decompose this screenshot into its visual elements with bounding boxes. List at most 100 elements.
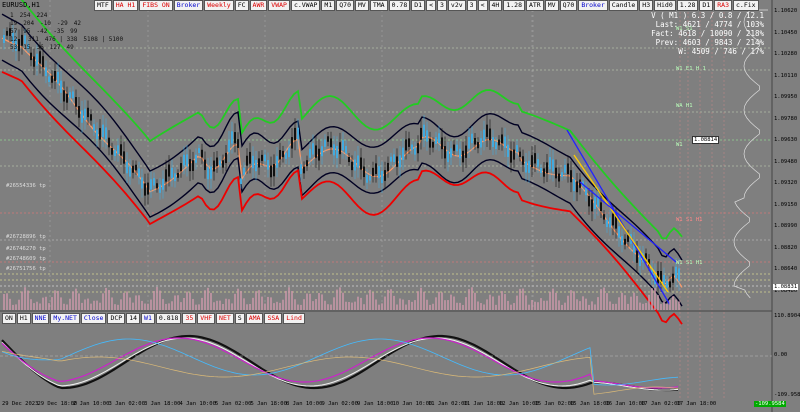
candle-body: [456, 144, 458, 152]
candle-body: [432, 141, 434, 148]
toolbar-button[interactable]: Candle: [608, 0, 639, 11]
time-tick: 16 Jan 10:00: [605, 401, 646, 407]
indicator-setting-button[interactable]: My.NET: [50, 313, 80, 324]
toolbar-button[interactable]: MV: [355, 0, 369, 11]
indicator-setting-button[interactable]: S: [234, 313, 245, 324]
toolbar-button[interactable]: Q70: [559, 0, 578, 11]
indicator-setting-button[interactable]: DCP: [107, 313, 126, 324]
candle-body: [381, 170, 383, 184]
price-tick: 1.09780: [774, 115, 798, 122]
stats-panel: 1 254 224 19 204 -10 -29 42 57 95 -42 -35 99 12 | 311…: [10, 12, 123, 52]
toolbar-button[interactable]: D1: [411, 0, 426, 11]
candle-body: [369, 175, 371, 181]
candle-body: [252, 155, 254, 169]
toolbar-button[interactable]: Weekly: [204, 0, 234, 11]
candle-body: [486, 124, 488, 137]
toolbar-button[interactable]: Hid0: [654, 0, 676, 11]
trend-line: [579, 181, 677, 263]
candle-body: [462, 150, 464, 163]
toolbar-button[interactable]: 3: [466, 0, 477, 11]
toolbar-button[interactable]: Broker: [173, 0, 204, 11]
stats-value: 15: [23, 44, 31, 51]
candle-body: [114, 150, 116, 157]
candle-body: [318, 148, 320, 161]
stats-value: 19: [10, 20, 18, 27]
toolbar-button[interactable]: 0.78: [388, 0, 411, 11]
toolbar-button[interactable]: TMA: [369, 0, 388, 11]
candle-body: [84, 108, 86, 121]
candle-body: [573, 178, 575, 192]
pivot-level-label: W1: [676, 142, 683, 148]
candle-body: [519, 151, 521, 157]
toolbar-button[interactable]: MTF: [94, 0, 112, 11]
indicator-setting-button[interactable]: VHF: [197, 313, 216, 324]
toolbar-button[interactable]: RA3: [714, 0, 732, 11]
candle-body: [567, 163, 569, 175]
toolbar-button[interactable]: 3: [436, 0, 447, 11]
candle-body: [663, 275, 665, 285]
candle-body: [522, 156, 524, 165]
candle-body: [468, 137, 470, 149]
indicator-setting-button[interactable]: SSA: [264, 313, 283, 324]
pivot-level-label: W1 S1 H1: [676, 217, 703, 223]
toolbar-button[interactable]: FC: [234, 0, 249, 11]
toolbar-button[interactable]: <: [426, 0, 436, 11]
toolbar-button[interactable]: 4H: [488, 0, 503, 11]
toolbar-button[interactable]: <: [477, 0, 488, 11]
candle-body: [228, 140, 230, 153]
candle-body: [552, 159, 554, 172]
candle-body: [264, 154, 266, 162]
indicator-setting-button[interactable]: 14: [126, 313, 141, 324]
candle-body: [69, 92, 71, 99]
toolbar-button[interactable]: Broker: [578, 0, 608, 11]
indicator-setting-button[interactable]: NNE: [31, 313, 50, 324]
indicator-setting-button[interactable]: H1: [16, 313, 31, 324]
candle-body: [237, 139, 239, 148]
toolbar-button[interactable]: Q70: [336, 0, 354, 11]
current-price-badge: 1.08831: [773, 284, 799, 290]
candle-body: [591, 199, 593, 212]
toolbar-button[interactable]: 1.28: [676, 0, 699, 11]
time-tick: 10 Jan 10:00: [392, 401, 433, 407]
toolbar-button[interactable]: c.VWAP: [290, 0, 321, 11]
toolbar-button[interactable]: v2v: [447, 0, 466, 11]
candle-body: [501, 134, 503, 144]
toolbar-button[interactable]: c.Fix: [733, 0, 759, 11]
indicator-setting-button[interactable]: NET: [216, 313, 234, 324]
indicator-setting-button[interactable]: 35: [182, 313, 197, 324]
candle-body: [675, 266, 677, 279]
candle-body: [147, 182, 149, 195]
toolbar-button[interactable]: 1.28: [503, 0, 525, 11]
toolbar-button[interactable]: AWR: [249, 0, 268, 11]
indicator-setting-button[interactable]: AMA: [245, 313, 264, 324]
candle-body: [150, 179, 152, 190]
candle-body: [423, 124, 425, 138]
candle-body: [375, 163, 377, 174]
candle-body: [384, 170, 386, 181]
toolbar-button[interactable]: D1: [699, 0, 714, 11]
toolbar-button[interactable]: H3: [639, 0, 654, 11]
indicator-toolbar: MTF HA H1 FIBS ON Broker Weekly FC AWR VWAP c.VW…: [94, 0, 759, 11]
toolbar-button[interactable]: FIBS ON: [139, 0, 173, 11]
toolbar-button[interactable]: ATR: [525, 0, 544, 11]
info-line: V ( M1 ) 6.3 / 0.8 / 12.1: [651, 11, 764, 20]
toolbar-button[interactable]: M1: [321, 0, 336, 11]
red-band-line: [1, 71, 683, 325]
volume-info-panel: V ( M1 ) 6.3 / 0.8 / 12.1 Last: 4621 / 47…: [651, 11, 764, 56]
candle-body: [621, 235, 623, 245]
toolbar-button[interactable]: MV: [544, 0, 559, 11]
candle-body: [555, 167, 557, 179]
indicator-setting-button[interactable]: ON: [2, 313, 16, 324]
candle-body: [588, 196, 590, 207]
toolbar-button[interactable]: VWAP: [268, 0, 290, 11]
indicator-setting-button[interactable]: W1: [141, 313, 155, 324]
indicator-setting-button[interactable]: 0.818: [155, 313, 182, 324]
toolbar-button[interactable]: HA H1: [112, 0, 139, 11]
candle-body: [528, 160, 530, 173]
candle-body: [492, 137, 494, 148]
candle-body: [543, 168, 545, 177]
indicator-setting-button[interactable]: Close: [80, 313, 107, 324]
indicator-setting-button[interactable]: Lind: [283, 313, 305, 324]
candle-body: [183, 154, 185, 166]
